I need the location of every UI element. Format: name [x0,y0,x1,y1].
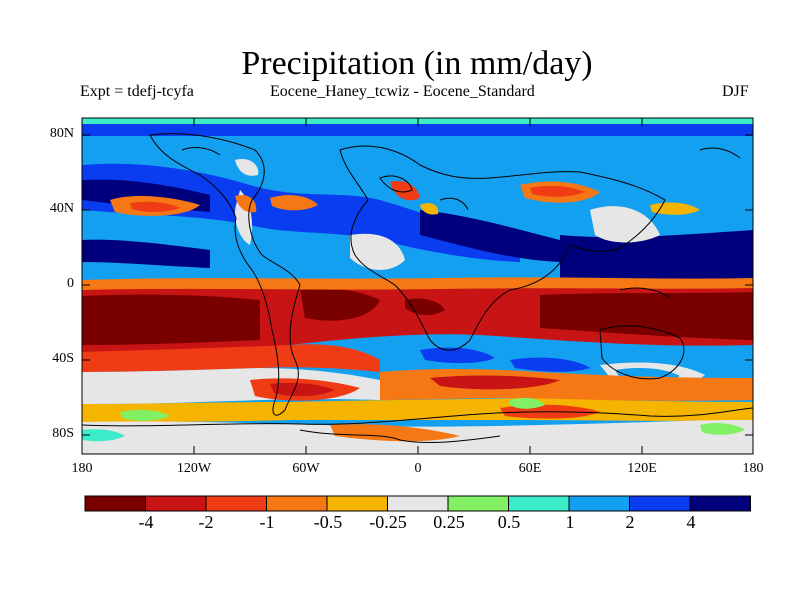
colorbar-label: -1 [259,512,275,532]
colorbar-box [447,495,509,512]
colorbar-box [326,495,388,512]
colorbar-label: -2 [198,512,214,532]
lat-ticks [82,134,753,436]
season-label: DJF [722,83,749,100]
map-field [82,118,753,454]
colorbar-box [629,495,691,512]
colorbar-box [689,495,751,512]
colorbar-label: 1 [565,512,575,532]
lon-label-0: 0 [414,461,422,476]
colorbar-box [145,495,207,512]
coastlines [82,133,753,444]
colorbar-box [508,495,570,512]
colorbar-box [205,495,267,512]
colorbar-box [84,495,146,512]
colorbar-box [568,495,630,512]
lat-label-80n: 80N [49,126,74,141]
lat-label-40s: 40S [52,351,74,366]
lon-label-120e: 120E [627,461,657,476]
colorbar-label: -0.5 [313,512,343,532]
lon-label-60e: 60E [518,461,542,476]
experiment-label: Expt = tdefj-tcyfa [80,83,194,100]
comparison-label: Eocene_Haney_tcwiz - Eocene_Standard [270,83,535,100]
colorbar-label: 0.25 [433,512,465,532]
colorbar-box [266,495,328,512]
lon-label-60w: 60W [292,461,320,476]
lon-label-120w: 120W [176,461,212,476]
colorbar-label: 0.5 [497,512,521,532]
lat-label-40n: 40N [49,201,74,216]
colorbar-label: 2 [625,512,635,532]
lat-label-80s: 80S [52,426,74,441]
colorbar [84,495,751,512]
colorbar-label: -4 [138,512,154,532]
colorbar-box [387,495,449,512]
colorbar-label: -0.25 [369,512,407,532]
lat-label-eq: 0 [67,276,74,291]
lon-label-180e: 180 [742,461,764,476]
lon-ticks [193,118,643,454]
colorbar-label: 4 [686,512,696,532]
lon-label-180w: 180 [71,461,93,476]
plot-title: Precipitation (in mm/day) [241,45,593,82]
